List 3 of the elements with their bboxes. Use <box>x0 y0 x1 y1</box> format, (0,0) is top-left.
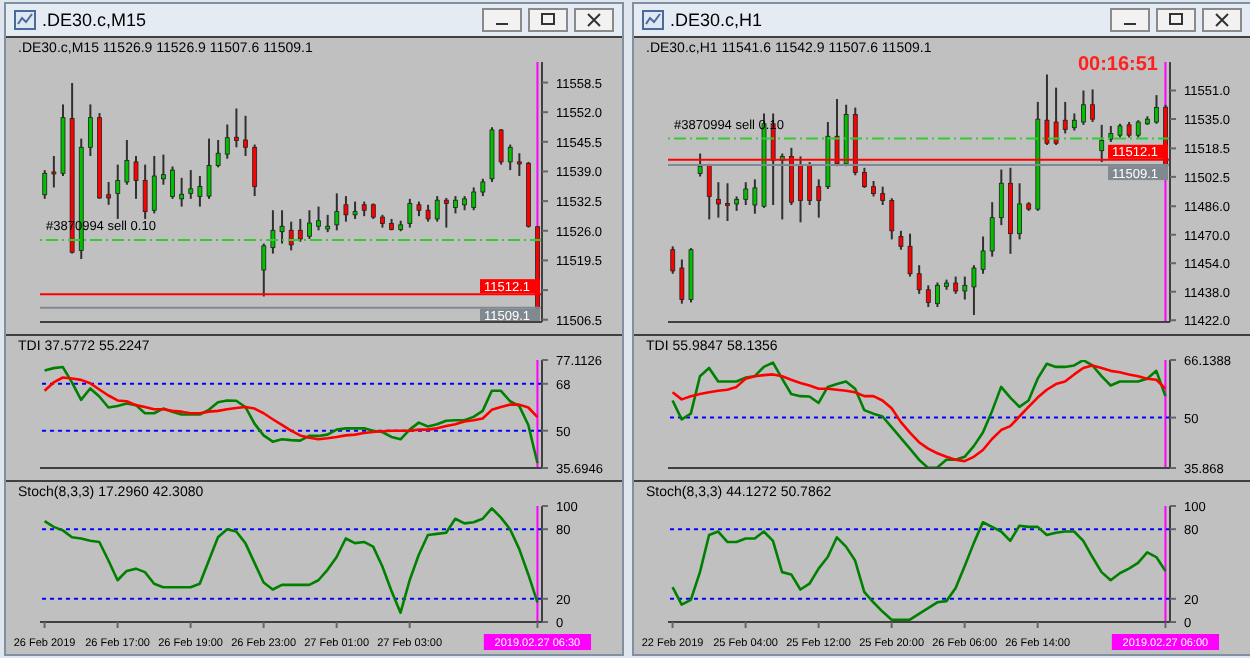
chart-subtitle: .DE30.c,H1 <box>670 10 763 30</box>
chart-subtitle: .DE30.c,M15 <box>42 10 147 30</box>
annotation: 00:16:51 <box>1077 54 1158 76</box>
